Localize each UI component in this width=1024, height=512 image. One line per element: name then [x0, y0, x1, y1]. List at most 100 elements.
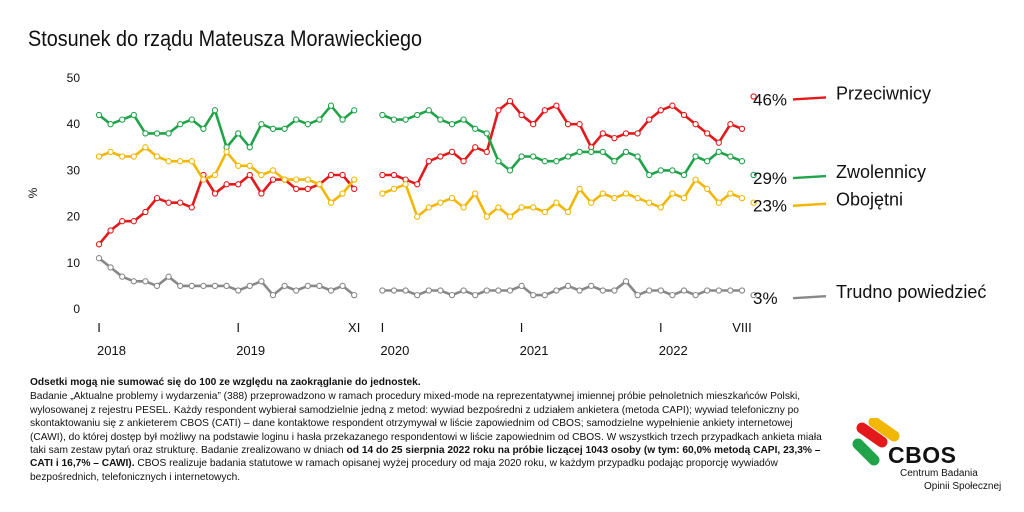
data-point — [211, 171, 219, 179]
legend-label: Trudno powiedzieć — [836, 282, 986, 302]
data-point — [437, 199, 444, 206]
data-point — [704, 130, 711, 137]
data-point — [200, 176, 207, 183]
data-point — [281, 125, 288, 132]
data-point — [165, 273, 172, 280]
survey-text-e: CBOS realizuje badania statutowe w ramac… — [30, 458, 778, 483]
data-point — [142, 144, 149, 151]
data-point — [390, 185, 398, 193]
data-point — [188, 116, 195, 123]
data-point — [506, 97, 514, 105]
data-point — [390, 287, 398, 294]
data-point — [339, 190, 346, 197]
data-point — [379, 171, 386, 179]
data-point — [165, 130, 172, 137]
data-point — [692, 176, 699, 183]
data-point — [472, 291, 479, 299]
data-point — [390, 171, 398, 179]
data-point — [634, 291, 641, 299]
data-point — [327, 102, 335, 109]
data-point — [339, 171, 346, 179]
data-point — [223, 181, 230, 188]
data-point — [553, 199, 560, 206]
data-point — [351, 291, 358, 299]
x-tick-label: I — [97, 320, 101, 335]
legend-label: Obojętni — [836, 190, 903, 210]
data-point — [327, 199, 335, 206]
data-point — [177, 282, 184, 290]
data-point — [339, 282, 346, 290]
data-point — [402, 181, 409, 188]
data-point — [541, 107, 548, 114]
data-point — [506, 287, 514, 294]
data-point — [414, 291, 421, 299]
data-point — [95, 255, 103, 262]
data-point — [107, 227, 114, 234]
data-point — [95, 153, 103, 160]
data-point — [669, 291, 676, 299]
x-year-label: 2021 — [520, 343, 549, 358]
data-point — [177, 158, 184, 165]
data-point — [472, 125, 479, 132]
data-point — [622, 190, 630, 197]
data-point — [460, 287, 467, 294]
data-point — [541, 208, 548, 216]
data-point — [715, 287, 722, 294]
data-point — [611, 287, 618, 294]
legend-line — [792, 96, 827, 101]
x-tick-label: I — [236, 320, 240, 335]
methodology-notes: Odsetki mogą nie sumować się do 100 ze w… — [30, 376, 830, 484]
data-point — [235, 181, 242, 188]
data-point — [211, 190, 219, 197]
data-point — [437, 116, 444, 123]
data-point — [246, 282, 253, 290]
data-point — [223, 148, 230, 156]
data-point — [495, 107, 502, 114]
data-point — [599, 148, 606, 156]
data-point — [657, 287, 664, 294]
legend-label: Przeciwnicy — [836, 83, 931, 103]
data-point — [304, 176, 311, 183]
data-point — [541, 291, 548, 299]
legend-label: Zwolennicy — [836, 162, 926, 182]
cbos-logo: CBOS Centrum Badania Opinii Społecznej — [852, 418, 1012, 498]
y-tick-label: 50 — [67, 71, 81, 85]
y-tick-label: 40 — [67, 117, 81, 131]
data-point — [599, 287, 606, 294]
x-tick-label: I — [659, 320, 663, 335]
data-point — [680, 287, 688, 294]
data-point — [599, 190, 606, 197]
data-point — [715, 148, 722, 156]
data-point — [281, 176, 288, 183]
survey-text-a: Badanie „Aktualne problemy i wydarzenia”… — [30, 391, 822, 457]
data-point — [634, 194, 641, 202]
data-point — [669, 167, 676, 174]
data-point — [646, 287, 653, 294]
x-year-label: 2019 — [236, 343, 265, 358]
data-point — [448, 148, 456, 156]
x-tick-label: XI — [348, 320, 360, 335]
data-point — [258, 171, 265, 179]
data-point — [460, 116, 467, 123]
data-point — [327, 287, 335, 294]
data-point — [622, 278, 630, 285]
data-point — [246, 162, 253, 169]
data-point — [402, 116, 409, 123]
end-value-label: 46% — [753, 90, 787, 109]
data-point — [680, 111, 688, 119]
data-point — [588, 199, 595, 206]
logo-brand: CBOS — [888, 442, 957, 468]
data-point — [130, 153, 137, 160]
data-point — [351, 176, 358, 183]
data-point — [657, 204, 664, 211]
data-point — [153, 194, 161, 202]
data-point — [246, 171, 253, 179]
data-point — [692, 153, 699, 160]
data-point — [738, 287, 746, 294]
x-year-label: 2018 — [97, 343, 126, 358]
data-point — [738, 194, 746, 202]
data-point — [715, 199, 722, 206]
data-point — [153, 282, 161, 290]
data-point — [646, 199, 653, 206]
